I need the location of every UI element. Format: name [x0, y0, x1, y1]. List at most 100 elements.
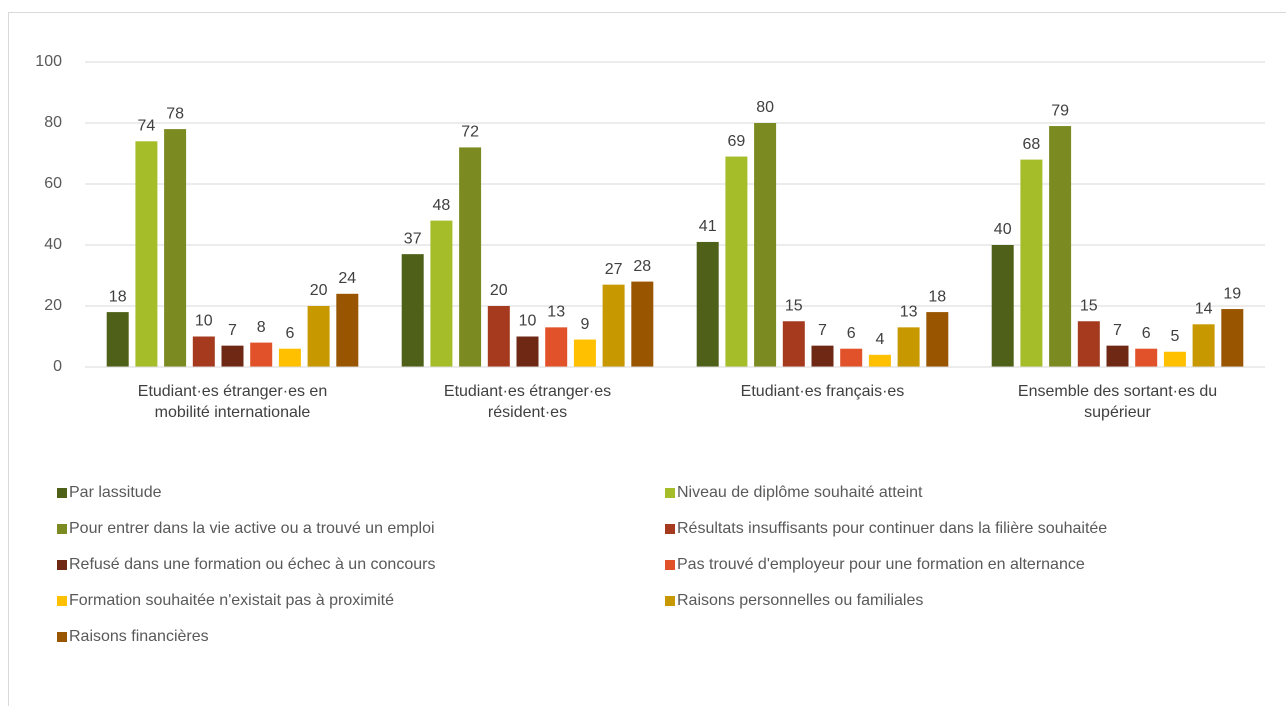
data-label: 28 — [633, 258, 651, 275]
legend-label: Refusé dans une formation ou échec à un … — [69, 556, 435, 573]
x-tick-line: Ensemble des sortant·es du — [1018, 383, 1217, 400]
bar — [307, 306, 330, 367]
legend-swatch — [665, 524, 675, 534]
bar — [725, 156, 748, 367]
bar — [250, 342, 273, 367]
x-tick-line: Etudiant·es français·es — [741, 383, 905, 400]
bar — [1077, 321, 1100, 367]
legend-label: Raisons personnelles ou familiales — [677, 592, 923, 609]
data-label: 72 — [461, 124, 479, 141]
y-tick-label: 0 — [53, 358, 62, 375]
bar — [401, 254, 424, 367]
bar — [811, 345, 834, 367]
bar — [516, 336, 539, 367]
y-tick-label: 80 — [44, 114, 62, 131]
bar — [1049, 126, 1072, 367]
data-label: 48 — [433, 197, 451, 214]
bar — [1106, 345, 1129, 367]
data-label: 24 — [338, 270, 356, 287]
x-tick-line: mobilité internationale — [155, 404, 311, 421]
bar — [631, 281, 654, 367]
data-label: 18 — [928, 288, 946, 305]
data-label: 8 — [257, 319, 266, 336]
data-label: 20 — [490, 282, 508, 299]
x-tick-label: Ensemble des sortant·es du supérieur — [1018, 383, 1217, 421]
bar — [135, 141, 158, 367]
x-tick-label: Etudiant·es étranger·es en mobilité inter… — [138, 383, 327, 421]
chart-border — [8, 12, 1286, 706]
bar — [754, 123, 777, 367]
data-label: 13 — [900, 304, 918, 321]
bar — [782, 321, 805, 367]
bar — [221, 345, 244, 367]
bar — [1221, 309, 1244, 367]
bar — [602, 284, 625, 367]
data-label: 37 — [404, 230, 422, 247]
legend-swatch — [665, 596, 675, 606]
legend-label: Pour entrer dans la vie active ou a trou… — [69, 520, 435, 537]
x-tick-label: Etudiant·es étranger·es résident·es — [444, 383, 611, 421]
legend-swatch — [665, 488, 675, 498]
data-label: 7 — [228, 322, 237, 339]
legend-swatch — [665, 560, 675, 570]
bar — [926, 312, 949, 367]
data-label: 68 — [1023, 136, 1041, 153]
legend-label: Raisons financières — [69, 628, 209, 645]
legend-swatch — [57, 488, 67, 498]
bar — [164, 129, 187, 367]
y-tick-label: 60 — [44, 175, 62, 192]
legend-swatch — [57, 560, 67, 570]
data-label: 19 — [1223, 285, 1241, 302]
data-label: 27 — [605, 261, 623, 278]
legend-label: Résultats insuffisants pour continuer da… — [677, 520, 1107, 537]
x-tick-line: Etudiant·es étranger·es — [444, 383, 611, 400]
data-label: 18 — [109, 288, 127, 305]
legend-label: Pas trouvé d'employeur pour une formatio… — [677, 556, 1085, 573]
x-tick-line: Etudiant·es étranger·es en — [138, 383, 327, 400]
y-tick-label: 20 — [44, 297, 62, 314]
data-label: 79 — [1051, 102, 1069, 119]
data-label: 78 — [166, 105, 184, 122]
x-tick-label: Etudiant·es français·es — [741, 383, 905, 400]
bar — [545, 327, 568, 367]
data-label: 10 — [195, 313, 213, 330]
legend-label: Par lassitude — [69, 484, 162, 501]
bar — [840, 348, 863, 367]
legend-label: Formation souhaitée n'existait pas à pro… — [69, 592, 394, 609]
bar — [106, 312, 129, 367]
x-tick-line: supérieur — [1084, 404, 1151, 421]
bar — [430, 220, 453, 367]
bar — [1192, 324, 1215, 367]
data-label: 9 — [580, 316, 589, 333]
data-label: 14 — [1195, 301, 1213, 318]
bar — [573, 339, 596, 367]
bar — [487, 306, 510, 367]
bar — [991, 245, 1014, 367]
bar — [278, 348, 301, 367]
data-label: 80 — [756, 99, 774, 116]
bar — [696, 241, 719, 367]
legend-label: Niveau de diplôme souhaité atteint — [677, 484, 923, 501]
data-label: 20 — [310, 282, 328, 299]
data-label: 40 — [994, 221, 1012, 238]
data-label: 7 — [1113, 322, 1122, 339]
data-label: 10 — [519, 313, 537, 330]
x-tick-line: résident·es — [488, 404, 567, 421]
bar — [868, 354, 891, 367]
data-label: 15 — [785, 297, 803, 314]
data-label: 7 — [818, 322, 827, 339]
data-label: 6 — [285, 325, 294, 342]
bar — [1135, 348, 1158, 367]
data-label: 4 — [875, 331, 884, 348]
legend-swatch — [57, 596, 67, 606]
bar — [192, 336, 215, 367]
data-label: 6 — [1142, 325, 1151, 342]
data-label: 74 — [138, 118, 156, 135]
y-tick-label: 40 — [44, 236, 62, 253]
bar — [459, 147, 482, 367]
legend-swatch — [57, 632, 67, 642]
data-label: 69 — [728, 133, 746, 150]
bar — [897, 327, 920, 367]
legend-swatch — [57, 524, 67, 534]
